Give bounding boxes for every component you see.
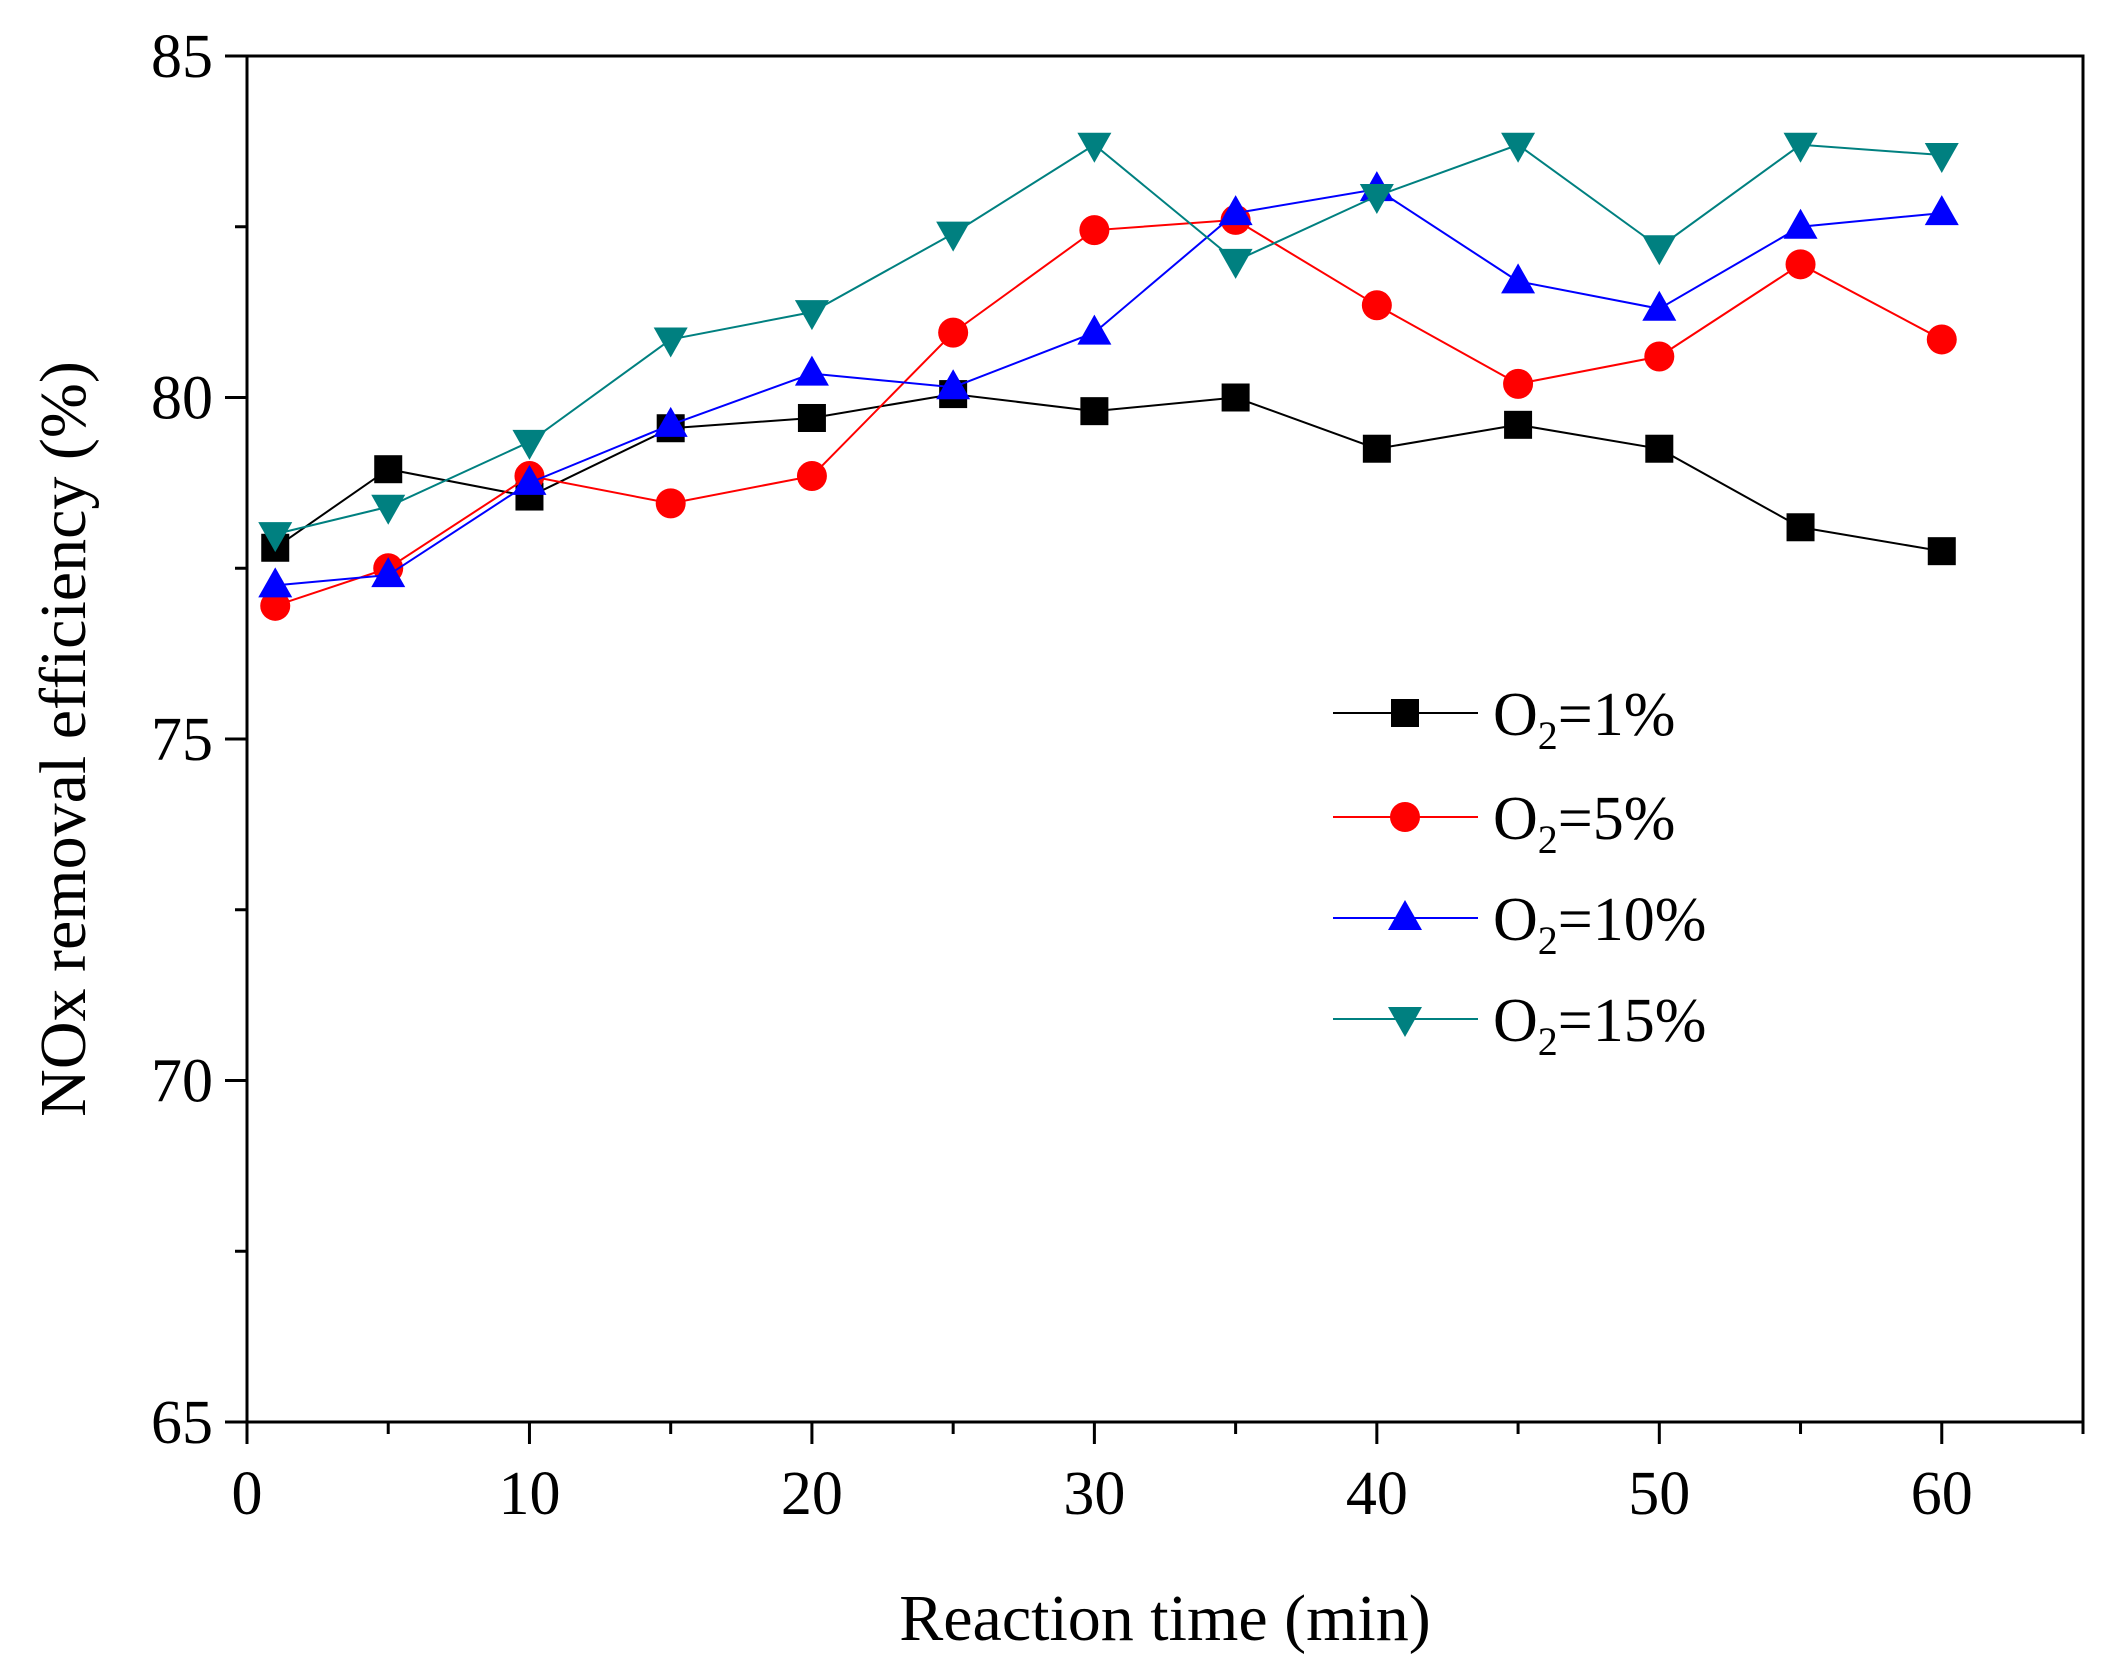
series-line [275, 188, 1942, 587]
x-tick-label: 0 [232, 1460, 263, 1528]
legend-label-rest: =15% [1558, 987, 1707, 1055]
data-point [1077, 132, 1112, 163]
legend-marker [1388, 900, 1422, 930]
legend-label: O2=5% [1493, 785, 1675, 862]
data-point [653, 406, 688, 437]
data-point [258, 522, 293, 553]
data-point [1642, 290, 1677, 321]
data-point [1221, 383, 1250, 412]
y-axis-title: NOx removal efficiency (%) [27, 361, 100, 1117]
data-point [258, 567, 293, 598]
legend-label-base: O [1493, 987, 1538, 1055]
series-group [258, 171, 1959, 598]
data-point [936, 221, 971, 252]
x-axis-ticks: 0 10 20 30 40 50 60 [232, 1422, 2085, 1528]
legend-label: O2=1% [1493, 681, 1675, 758]
x-tick-label: 20 [781, 1460, 843, 1528]
data-point [371, 557, 406, 588]
x-tick-label: 40 [1346, 1460, 1408, 1528]
data-point [797, 403, 826, 432]
legend-entry: O2=5% [1333, 785, 1675, 862]
x-axis-title: Reaction time (min) [899, 1582, 1431, 1655]
data-point [512, 429, 547, 460]
y-tick-label: 75 [151, 706, 213, 774]
legend-marker [1388, 1007, 1422, 1037]
data-point [655, 488, 686, 519]
data-point [1080, 397, 1109, 426]
data-point [1359, 184, 1394, 215]
legend-label-subscript: 2 [1538, 918, 1558, 963]
data-point [1786, 513, 1815, 542]
data-point [1783, 132, 1818, 163]
legend-label-rest: =1% [1558, 681, 1676, 749]
data-point [1218, 195, 1253, 226]
x-tick-label: 10 [498, 1460, 560, 1528]
data-point [1362, 434, 1391, 463]
legend: O2=1%O2=5%O2=10%O2=15% [1333, 681, 1706, 1064]
data-point [1927, 537, 1956, 566]
legend-label-subscript: 2 [1538, 1019, 1558, 1064]
data-point [1218, 248, 1253, 279]
x-tick-label: 30 [1063, 1460, 1125, 1528]
data-point [1079, 215, 1110, 246]
y-tick-label: 65 [151, 1389, 213, 1457]
x-tick-label: 50 [1628, 1460, 1690, 1528]
data-point [1645, 434, 1674, 463]
data-point [794, 300, 829, 331]
data-point [796, 461, 827, 492]
series-group [260, 204, 1957, 621]
series-line [274, 218, 1943, 607]
legend-label-base: O [1493, 681, 1538, 749]
data-point [1504, 410, 1533, 439]
y-axis-ticks: 65 70 75 80 85 [151, 23, 247, 1457]
legend-label-rest: =10% [1558, 886, 1707, 954]
data-point [1642, 235, 1677, 266]
data-point [374, 455, 403, 484]
series-group [258, 132, 1959, 553]
x-tick-label: 60 [1911, 1460, 1973, 1528]
data-point [794, 355, 829, 386]
y-tick-label: 80 [151, 365, 213, 433]
legend-entry: O2=15% [1333, 987, 1706, 1064]
series-layer [258, 132, 1959, 621]
data-point [1926, 324, 1957, 355]
legend-label-base: O [1493, 886, 1538, 954]
data-point [260, 590, 291, 621]
legend-entry: O2=1% [1333, 681, 1675, 758]
legend-marker [1390, 802, 1420, 832]
data-point [1077, 314, 1112, 345]
legend-marker [1391, 699, 1419, 727]
data-point [371, 494, 406, 525]
legend-label-subscript: 2 [1538, 817, 1558, 862]
data-point [1783, 208, 1818, 239]
legend-label-base: O [1493, 785, 1538, 853]
data-point [1644, 341, 1675, 372]
data-point [512, 464, 547, 495]
data-point [1924, 143, 1959, 174]
legend-label: O2=15% [1493, 987, 1706, 1064]
data-point [1361, 290, 1392, 321]
data-point [936, 369, 971, 400]
legend-label-rest: =5% [1558, 785, 1676, 853]
legend-entry: O2=10% [1333, 886, 1706, 963]
data-point [1501, 132, 1536, 163]
legend-label: O2=10% [1493, 886, 1706, 963]
data-point [1924, 195, 1959, 226]
y-tick-label: 85 [151, 23, 213, 91]
data-point [653, 327, 688, 358]
data-point [1501, 263, 1536, 294]
data-point [938, 317, 969, 348]
legend-label-subscript: 2 [1538, 713, 1558, 758]
data-point [1785, 249, 1816, 280]
y-tick-label: 70 [151, 1048, 213, 1116]
data-point [1503, 368, 1534, 399]
series-group [261, 380, 1956, 566]
